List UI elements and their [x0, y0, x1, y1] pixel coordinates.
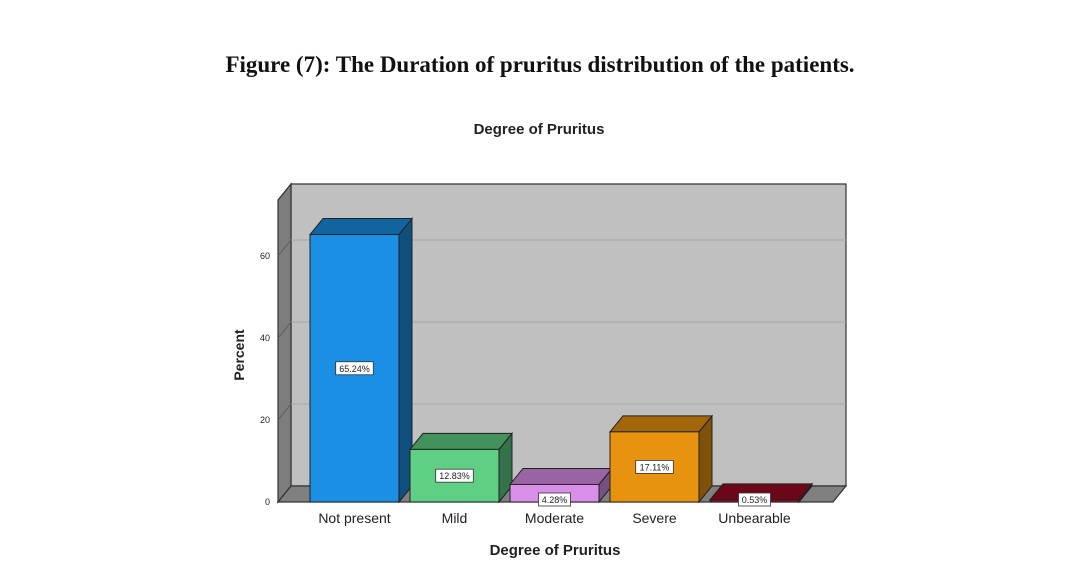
chart-title: Degree of Pruritus — [474, 121, 605, 138]
bar-unbearable: 0.53% — [708, 482, 814, 507]
side-grid-line — [277, 321, 292, 339]
x-tick-label: Mild — [442, 510, 468, 526]
y-tick-label: 20 — [260, 415, 270, 425]
data-label-box — [435, 468, 474, 483]
bar-moderate: 4.28% — [508, 467, 614, 507]
plot-side-wall — [277, 182, 292, 504]
bar-severe: 17.11% — [608, 414, 714, 504]
bar-top — [308, 218, 414, 236]
data-label: 12.83% — [439, 471, 470, 481]
x-tick-label: Severe — [632, 510, 677, 526]
data-label: 65.24% — [339, 364, 370, 374]
y-axis-ticks: 0 20 40 60 — [260, 251, 270, 507]
side-grid-line — [277, 239, 292, 257]
y-tick-label: 40 — [260, 333, 270, 343]
data-label-box — [335, 361, 374, 376]
bar-not-present: 65.24% — [308, 217, 414, 504]
bars: 65.24% 12.83% 4.28% 17.11% 0.53% — [308, 217, 814, 507]
data-label-box — [538, 492, 571, 507]
data-label: 4.28% — [542, 495, 568, 505]
bar-top — [508, 467, 614, 485]
y-axis-label: Percent — [231, 329, 247, 381]
data-label-box — [635, 460, 674, 474]
figure-caption: Figure (7): The Duration of pruritus dis… — [225, 52, 855, 77]
x-axis-label: Degree of Pruritus — [490, 542, 621, 559]
x-axis-ticks: Not present Mild Moderate Severe Unbearable — [318, 510, 791, 526]
y-tick-label: 60 — [260, 251, 270, 261]
x-tick-label: Moderate — [525, 510, 584, 526]
x-tick-label: Not present — [318, 510, 390, 526]
y-tick-label: 0 — [265, 497, 270, 507]
bar-top — [408, 432, 514, 450]
x-tick-label: Unbearable — [718, 510, 791, 526]
data-label-box — [738, 492, 771, 507]
bar-mild: 12.83% — [408, 431, 514, 504]
data-label: 0.53% — [742, 495, 768, 505]
bar-top — [608, 415, 714, 433]
side-grid-line — [277, 403, 292, 421]
data-label: 17.11% — [640, 462, 670, 472]
